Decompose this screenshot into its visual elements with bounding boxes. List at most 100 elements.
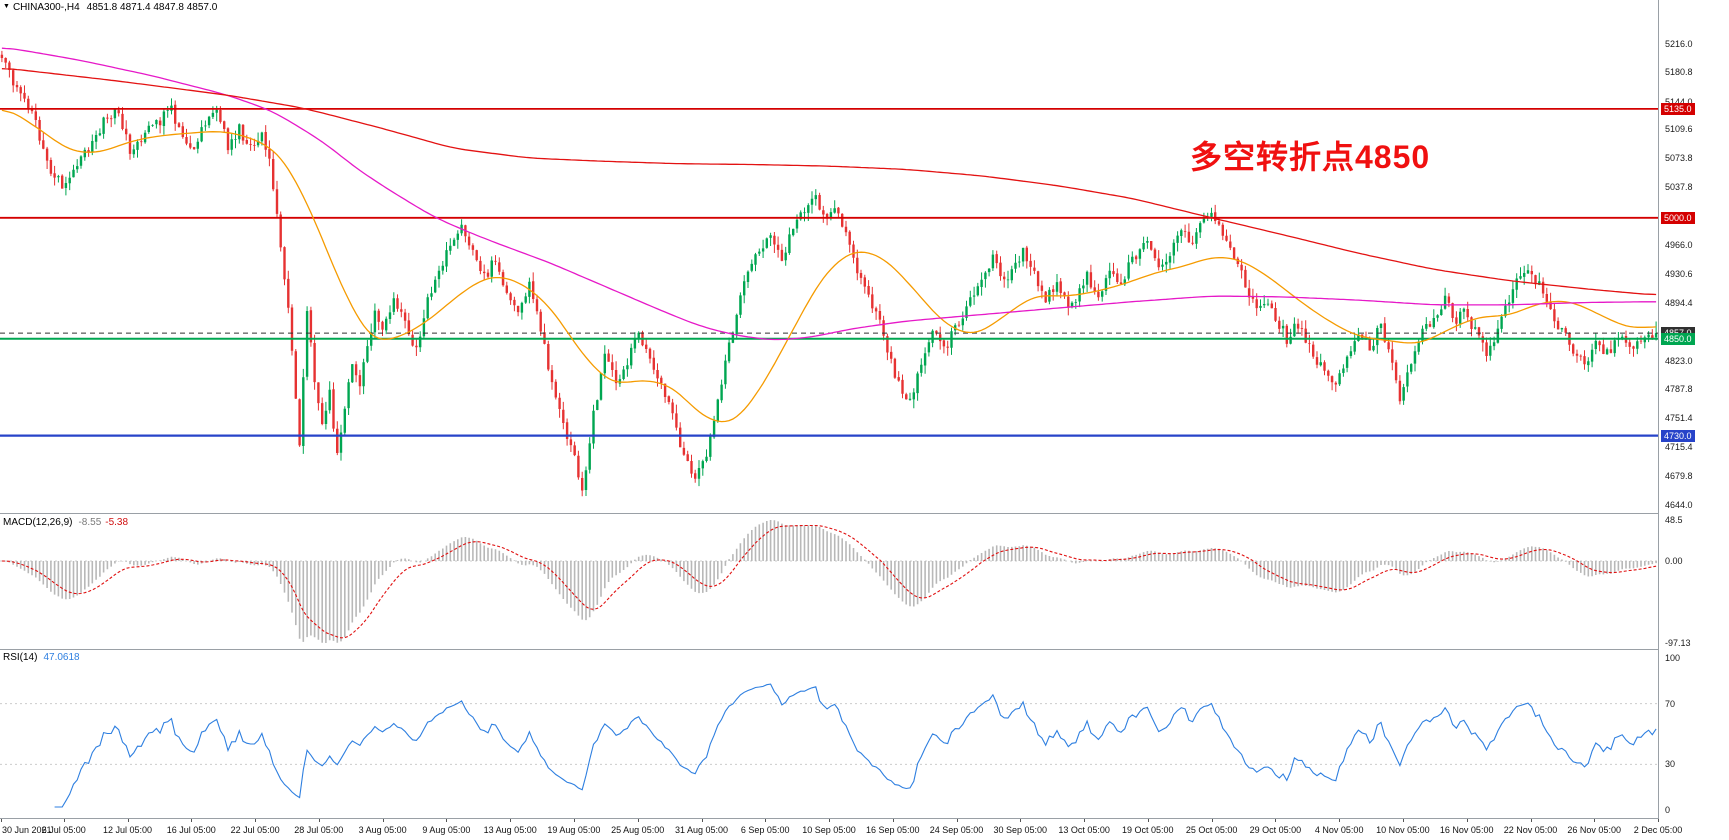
rsi-tick-label: 30 [1665, 759, 1676, 770]
time-label: 28 Jul 05:00 [294, 825, 344, 835]
time-tick-mark [63, 819, 65, 822]
panel-separator-main-macd[interactable] [0, 513, 1729, 514]
price-tick-label: 4966.0 [1665, 240, 1693, 251]
price-tick-label: 4679.8 [1665, 471, 1693, 482]
price-tick-label: 5144.0 [1665, 96, 1693, 107]
rsi-line [54, 683, 1657, 808]
time-label: 6 Sep 05:00 [740, 825, 790, 835]
macd-info-line: MACD(12,26,9) -8.55 -5.38 [3, 517, 128, 528]
time-tick-mark [892, 819, 894, 822]
time-label: 9 Aug 05:00 [422, 825, 471, 835]
time-tick-mark [127, 819, 129, 822]
time-label: 30 Sep 05:00 [993, 825, 1048, 835]
time-label: 30 Jun 2021 [2, 825, 52, 835]
time-label: 26 Nov 05:00 [1567, 825, 1621, 835]
time-label: 24 Sep 05:00 [929, 825, 984, 835]
time-tick-mark [1147, 819, 1149, 822]
ma-fast-orange [1, 109, 1657, 423]
rsi-canvas[interactable] [0, 650, 1658, 818]
rsi-value: 47.0618 [43, 652, 80, 663]
symbol-marker-icon: ▼ [3, 3, 10, 10]
macd-signal-line [1, 524, 1657, 639]
time-label: 19 Aug 05:00 [547, 825, 601, 835]
time-tick-mark [956, 819, 958, 822]
time-tick-mark [446, 819, 448, 822]
time-tick-mark [191, 819, 193, 822]
time-label: 2 Dec 05:00 [1633, 825, 1683, 835]
rsi-info-line: RSI(14) 47.0618 [3, 652, 80, 663]
time-tick-mark [637, 819, 639, 822]
chart-annotation: 多空转折点4850 [1190, 139, 1431, 175]
time-tick-mark [829, 819, 830, 822]
time-label: 13 Oct 05:00 [1058, 825, 1110, 835]
macd-canvas[interactable] [0, 514, 1658, 649]
price-tick-label: 4823.0 [1665, 355, 1693, 366]
time-label: 16 Sep 05:00 [866, 825, 920, 835]
time-label: 16 Nov 05:00 [1439, 825, 1494, 835]
macd-value-main: -8.55 [78, 517, 102, 528]
candles [0, 50, 1658, 497]
ohlc-values: 4851.8 4871.4 4847.8 4857.0 [86, 2, 218, 13]
price-line-badge[interactable]: 5000.0 [1661, 211, 1695, 224]
rsi-tick-label: 0 [1665, 805, 1671, 815]
time-tick-mark [318, 819, 320, 822]
panel-separator-time-axis [0, 818, 1729, 819]
time-tick-mark [573, 819, 575, 822]
rsi-label: RSI(14) [3, 652, 38, 663]
time-label: 13 Aug 05:00 [483, 825, 537, 835]
price-tick-label: 4715.4 [1665, 442, 1693, 453]
chart-info-line: ▼ CHINA300-,H4 4851.8 4871.4 4847.8 4857.0 [3, 2, 217, 13]
price-line-badge[interactable]: 4730.0 [1661, 429, 1695, 442]
price-tick-label: 5180.8 [1665, 66, 1693, 77]
macd-tick-label: 48.5 [1665, 515, 1683, 525]
macd-value-signal: -5.38 [105, 517, 129, 528]
time-label: 29 Oct 05:00 [1249, 825, 1302, 835]
price-tick-label: 5109.6 [1665, 124, 1693, 135]
time-tick-mark [1466, 819, 1468, 822]
time-tick-mark [765, 819, 767, 822]
time-label: 25 Oct 05:00 [1185, 825, 1238, 835]
price-tick-label: 4894.4 [1665, 298, 1693, 308]
time-label: 22 Jul 05:00 [230, 825, 280, 835]
macd-tick-label: 0.00 [1665, 556, 1683, 566]
time-axis[interactable]: 30 Jun 2021 6 Jul 05:00 12 Jul 05:00 16 Jul… [0, 819, 1729, 840]
time-tick-mark [1658, 819, 1659, 822]
time-label: 3 Aug 05:00 [358, 825, 407, 835]
price-chart-canvas[interactable] [0, 0, 1658, 513]
time-tick-mark [1530, 819, 1532, 822]
time-tick-mark [701, 819, 703, 822]
time-label: 12 Jul 05:00 [102, 825, 153, 835]
macd-histogram [4, 520, 1657, 643]
price-tick-label: 5037.8 [1665, 182, 1693, 193]
price-tick-label: 4930.6 [1665, 268, 1693, 279]
time-label: 19 Oct 05:00 [1122, 825, 1174, 835]
time-label: 31 Aug 05:00 [674, 825, 729, 835]
ma-slow-red [1, 68, 1657, 296]
time-label: 10 Sep 05:00 [802, 825, 856, 835]
time-tick-mark [382, 819, 384, 822]
time-label: 22 Nov 05:00 [1503, 825, 1558, 835]
price-line-badge[interactable]: 5135.0 [1661, 102, 1695, 115]
time-tick-mark [1339, 819, 1341, 822]
time-label: 16 Jul 05:00 [166, 825, 216, 835]
time-label: 4 Nov 05:00 [1314, 825, 1364, 835]
rsi-tick-label: 100 [1665, 653, 1681, 663]
time-label: 6 Jul 05:00 [41, 825, 86, 835]
price-axis[interactable]: 5216.0 5180.8 5144.0 5109.6 5073.8 5037.8 4966… [1658, 0, 1729, 819]
price-tick-label: 5073.8 [1665, 153, 1693, 164]
time-tick-mark [1, 819, 2, 822]
price-line-badge[interactable]: 4850.0 [1661, 332, 1695, 345]
time-tick-mark [1275, 819, 1277, 822]
price-tick-label: 4644.0 [1665, 499, 1693, 510]
ma-mid-magenta [1, 47, 1657, 341]
price-tick-label: 4787.8 [1665, 383, 1693, 394]
time-tick-mark [1211, 819, 1213, 822]
symbol-timeframe-label: CHINA300-,H4 [12, 2, 80, 13]
macd-label: MACD(12,26,9) [3, 517, 73, 528]
time-tick-mark [255, 819, 257, 822]
time-label: 10 Nov 05:00 [1376, 825, 1430, 835]
price-tick-label: 5216.0 [1665, 38, 1693, 49]
panel-separator-macd-rsi[interactable] [0, 649, 1729, 650]
time-tick-mark [510, 819, 512, 822]
